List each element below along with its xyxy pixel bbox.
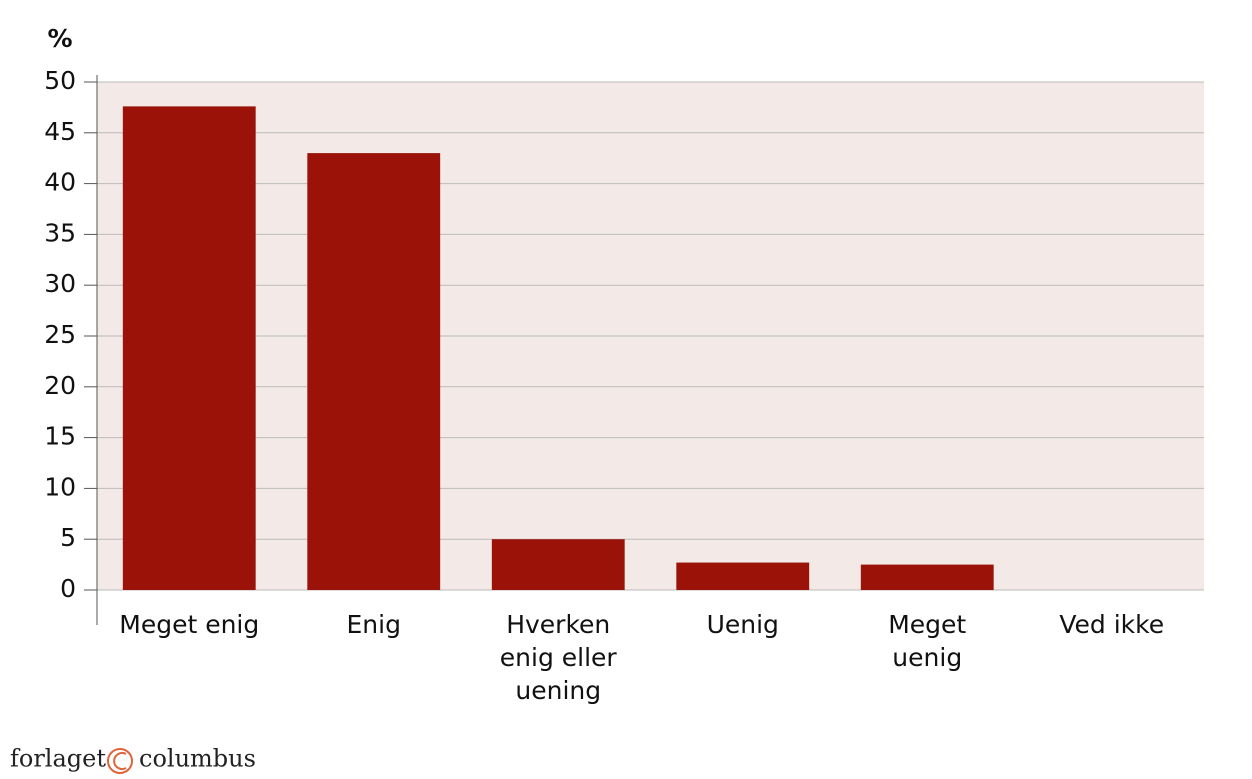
x-tick-label: Ved ikke [1059, 610, 1165, 639]
x-tick-label: Hverken enig eller uening [499, 610, 617, 705]
bar [122, 106, 256, 590]
x-tick-label: Uenig [706, 610, 779, 639]
y-tick-label: 5 [60, 523, 76, 552]
bar [860, 564, 994, 590]
y-tick-label: 15 [44, 422, 76, 451]
y-tick-label: 0 [60, 574, 76, 603]
logo-ring [107, 748, 133, 774]
publisher-right: columbus [139, 745, 256, 773]
y-tick-label: 10 [44, 472, 76, 501]
publisher-left: forlaget [10, 745, 106, 773]
y-tick-label: 25 [44, 320, 76, 349]
bar [307, 153, 441, 590]
y-axis-label: % [47, 24, 72, 53]
x-tick-label: Meget uenig [888, 610, 967, 672]
bar [676, 562, 810, 590]
y-tick-label: 45 [44, 117, 76, 146]
bar [491, 539, 625, 590]
y-tick-label: 20 [44, 371, 76, 400]
y-tick-label: 50 [44, 66, 76, 95]
x-tick-label: Enig [346, 610, 401, 639]
x-tick-label: Meget enig [119, 610, 260, 639]
y-tick-label: 30 [44, 269, 76, 298]
logo-c [113, 752, 127, 770]
y-tick-label: 35 [44, 218, 76, 247]
y-tick-label: 40 [44, 168, 76, 197]
